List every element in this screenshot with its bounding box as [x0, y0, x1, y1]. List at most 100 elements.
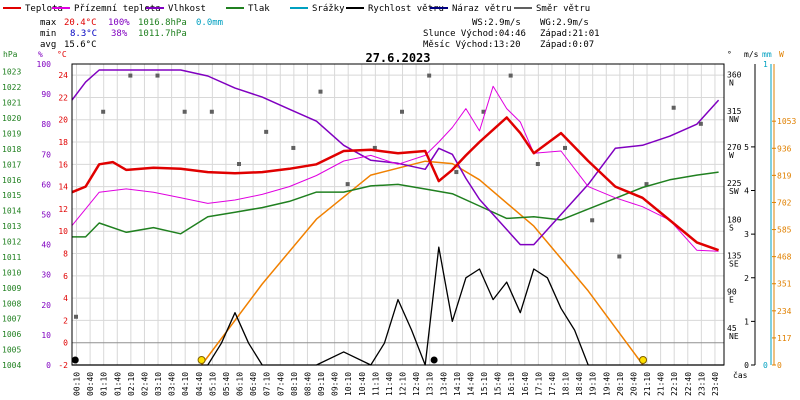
x-tick-36: 18:10	[562, 372, 571, 396]
wind-dir-point-21	[644, 182, 649, 187]
x-tick-25: 12:40	[412, 372, 421, 396]
hpa-tick-8: 1015	[2, 191, 21, 200]
stats-moon-rise: Měsíc Východ:13:20	[423, 40, 521, 50]
wind-dir-point-20	[617, 254, 622, 259]
w-tick-0: 1053	[777, 117, 796, 126]
ms-tick-3: 2	[744, 274, 749, 283]
pct-tick-9: 10	[41, 331, 51, 340]
pct-tick-4: 60	[41, 180, 51, 189]
pct-tick-10: 0	[46, 361, 51, 370]
axis-label-deg: °	[727, 50, 732, 59]
legend-entry-2: Vlhkost	[168, 4, 206, 14]
sunrise-marker	[197, 356, 206, 364]
x-tick-41: 20:40	[629, 372, 638, 396]
x-tick-45: 22:40	[684, 372, 693, 396]
legend-entry-6: Náraz větru	[452, 4, 512, 14]
x-tick-24: 12:10	[399, 372, 408, 396]
x-tick-39: 19:40	[602, 372, 611, 396]
x-tick-33: 16:40	[521, 372, 530, 396]
hpa-tick-14: 1009	[2, 284, 21, 293]
pct-tick-7: 30	[41, 271, 51, 280]
x-tick-7: 03:40	[168, 372, 177, 396]
wind-dir-point-18	[563, 145, 567, 150]
w-tick-6: 351	[777, 280, 792, 289]
wind-dir-point-16	[508, 73, 513, 78]
ms-tick-4: 1	[744, 317, 749, 326]
stats-wg: WG:2.9m/s	[540, 18, 589, 28]
pct-tick-0: 100	[37, 60, 52, 69]
x-tick-9: 04:40	[195, 372, 204, 396]
hpa-tick-2: 1021	[2, 99, 21, 108]
c-tick-8: 8	[63, 250, 68, 259]
c-tick-7: 10	[58, 227, 68, 236]
stats-sun-set: Západ:21:01	[540, 29, 600, 39]
x-tick-0: 00:10	[73, 372, 82, 396]
c-tick-2: 20	[58, 116, 68, 125]
x-tick-29: 14:40	[466, 372, 475, 396]
hpa-tick-5: 1018	[2, 145, 21, 154]
pct-tick-6: 40	[41, 241, 51, 250]
w-tick-8: 117	[777, 334, 792, 343]
hpa-tick-6: 1017	[2, 160, 21, 169]
deg-tick-0: 360	[727, 71, 742, 80]
hpa-tick-4: 1019	[2, 129, 21, 138]
plot-frame	[71, 63, 725, 366]
x-tick-16: 08:10	[290, 372, 299, 396]
x-tick-4: 02:10	[127, 372, 136, 396]
hpa-tick-0: 1023	[2, 68, 21, 77]
pct-tick-3: 70	[41, 150, 51, 159]
stats-max-temp: 20.4°C	[64, 18, 97, 28]
wind-dir-point-6	[237, 162, 241, 167]
axis-label-c: °C	[57, 50, 67, 59]
hpa-tick-9: 1014	[2, 207, 21, 216]
deg-tick-6: 90	[727, 288, 737, 297]
deg-tick-7: 45	[727, 324, 737, 333]
deg-tick-5: 135	[727, 251, 742, 260]
deg-tick-1: 315	[727, 107, 742, 116]
wind-dir-point-8	[291, 145, 296, 150]
series-humidity	[71, 69, 720, 246]
x-tick-3: 01:40	[113, 372, 122, 396]
x-tick-14: 07:10	[263, 372, 272, 396]
x-tick-20: 10:10	[344, 372, 353, 396]
x-tick-1: 00:40	[86, 372, 95, 396]
x-tick-46: 23:10	[697, 372, 706, 396]
chart-title: 27.6.2023	[365, 51, 430, 65]
x-tick-8: 04:10	[181, 372, 190, 396]
wind-dir-point-19	[590, 218, 595, 223]
stats-max-hum: 100%	[108, 18, 130, 28]
stats-block: max 20.4°C 100% 1016.8hPa 0.0mm min 8.3°…	[40, 18, 600, 50]
hpa-tick-17: 1006	[2, 330, 21, 339]
stats-avg-label: avg	[40, 40, 56, 50]
x-tick-43: 21:40	[657, 372, 666, 396]
x-tick-47: 23:40	[711, 372, 720, 396]
axis-label-ms: m/s	[744, 50, 759, 59]
series-ground-temp	[71, 85, 719, 252]
stats-min-press: 1011.7hPa	[138, 29, 187, 39]
ms-tick-2: 3	[744, 230, 749, 239]
axis-label-pct: %	[38, 50, 43, 59]
x-tick-12: 06:10	[236, 372, 245, 396]
w-tick-5: 468	[777, 253, 792, 262]
legend: Teplota Přízemní teplota Vlhkost Tlak Srážky…	[3, 4, 590, 14]
pct-tick-5: 50	[41, 211, 51, 220]
wind-dir-point-5	[209, 109, 214, 114]
axis-label-w: W	[779, 50, 784, 59]
pct-tick-1: 90	[41, 90, 51, 99]
stats-min-label: min	[40, 29, 56, 39]
stats-max-press: 1016.8hPa	[138, 18, 187, 28]
stats-moon-set: Západ:0:07	[540, 40, 594, 50]
ms-tick-5: 0	[744, 361, 749, 370]
legend-entry-5: Rychlost větru	[368, 4, 444, 14]
stats-ws: WS:2.9m/s	[472, 18, 521, 28]
x-tick-34: 17:10	[534, 372, 543, 396]
hpa-tick-18: 1005	[2, 346, 21, 355]
x-tick-11: 05:40	[222, 372, 231, 396]
axis-ticks: 00:10 00:40 01:10 01:40 02:10 02:40 03:10 03:40…	[2, 60, 796, 396]
series-wind-speed	[72, 246, 724, 366]
deg-tick-4: 180	[727, 215, 742, 224]
x-tick-31: 15:40	[494, 372, 503, 396]
w-tick-2: 819	[777, 171, 792, 180]
wind-dir-point-14	[454, 170, 459, 175]
